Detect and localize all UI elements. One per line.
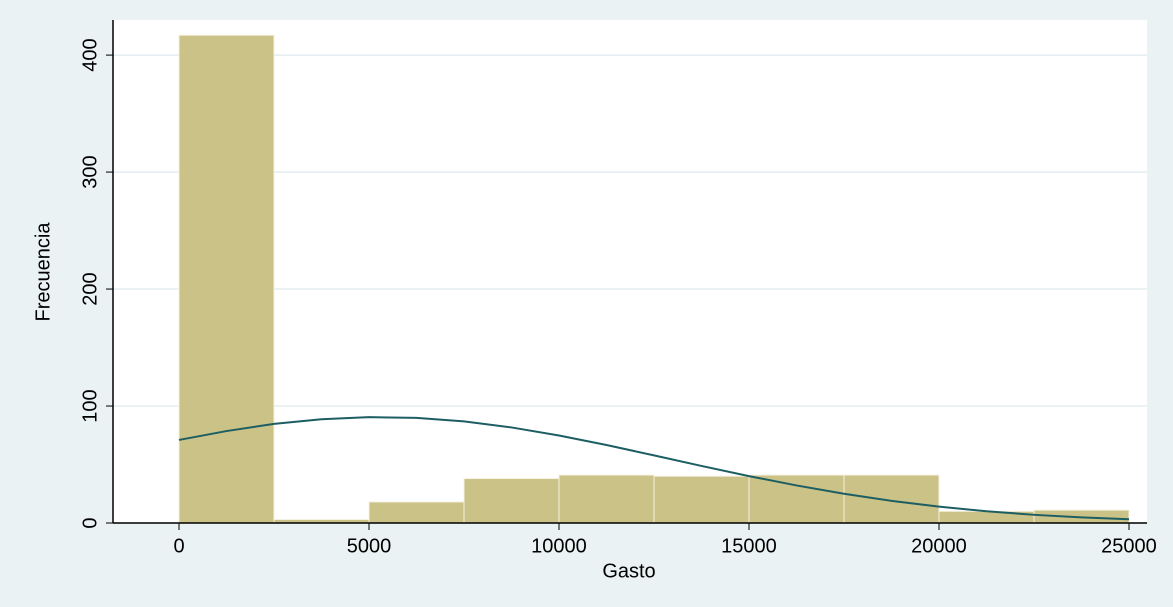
density-curve (178, 416, 1130, 521)
bar (748, 474, 845, 524)
y-tick-label: 100 (79, 389, 101, 422)
bar (178, 34, 275, 524)
x-tick-label: 0 (173, 535, 184, 557)
x-tick-label: 5000 (347, 535, 392, 557)
bar (463, 478, 560, 524)
x-axis-label: Gasto (602, 560, 655, 582)
y-tick-label: 200 (79, 272, 101, 305)
x-tick-label: 15000 (721, 535, 777, 557)
x-tick-label: 10000 (531, 535, 587, 557)
bar (558, 474, 655, 524)
y-axis-label: Frecuencia (32, 222, 54, 322)
y-tick-label: 400 (79, 38, 101, 71)
bar (368, 501, 465, 524)
x-tick-label: 25000 (1101, 535, 1157, 557)
bar (843, 474, 940, 524)
bar (653, 475, 750, 524)
plot-area (113, 20, 1147, 523)
y-tick-label: 300 (79, 155, 101, 188)
y-tick-label: 0 (79, 517, 101, 528)
x-tick-label: 20000 (911, 535, 967, 557)
